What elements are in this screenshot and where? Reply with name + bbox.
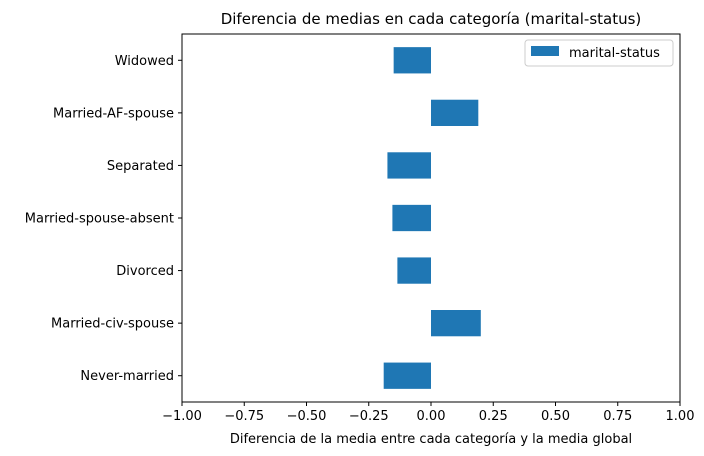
- x-tick-label: 0.25: [479, 409, 508, 424]
- y-tick-label: Married-spouse-absent: [25, 212, 174, 227]
- y-tick-label: Married-AF-spouse: [53, 106, 174, 121]
- bar: [431, 99, 479, 126]
- x-axis-label: Diferencia de la media entre cada catego…: [230, 432, 632, 447]
- y-axis: Never-married Married-civ-spouse Divorced M…: [25, 54, 182, 384]
- bar: [397, 257, 431, 284]
- bar: [392, 204, 431, 232]
- legend-box: [524, 39, 674, 67]
- x-tick-label: −0.25: [349, 409, 389, 424]
- x-tick-label: 1.00: [666, 409, 695, 424]
- legend-label: marital-status: [569, 46, 660, 61]
- x-tick-label: −1.00: [162, 409, 202, 424]
- legend-swatch: [531, 46, 559, 56]
- y-tick-label: Married-civ-spouse: [51, 317, 174, 332]
- x-tick-label: 0.00: [417, 409, 446, 424]
- legend: marital-status: [524, 39, 674, 67]
- y-tick-label: Never-married: [80, 369, 174, 384]
- x-tick-label: 0.75: [603, 409, 632, 424]
- x-tick-label: −0.50: [287, 409, 327, 424]
- y-tick-label: Separated: [107, 159, 174, 174]
- plot-frame: [181, 33, 681, 403]
- bar: [431, 310, 481, 337]
- x-axis: −1.00 −0.75 −0.50 −0.25 0.00 0.25 0.50 0.75 1.00: [162, 402, 694, 424]
- chart-title: Diferencia de medias en cada categoría (…: [221, 10, 642, 28]
- y-tick-label: Divorced: [116, 264, 174, 279]
- x-tick-label: 0.50: [541, 409, 570, 424]
- bars-layer: [383, 47, 481, 389]
- y-tick-label: Widowed: [115, 54, 174, 69]
- bar: [387, 152, 431, 179]
- bar: [393, 47, 431, 74]
- bar: [383, 362, 431, 389]
- x-tick-label: −0.75: [224, 409, 264, 424]
